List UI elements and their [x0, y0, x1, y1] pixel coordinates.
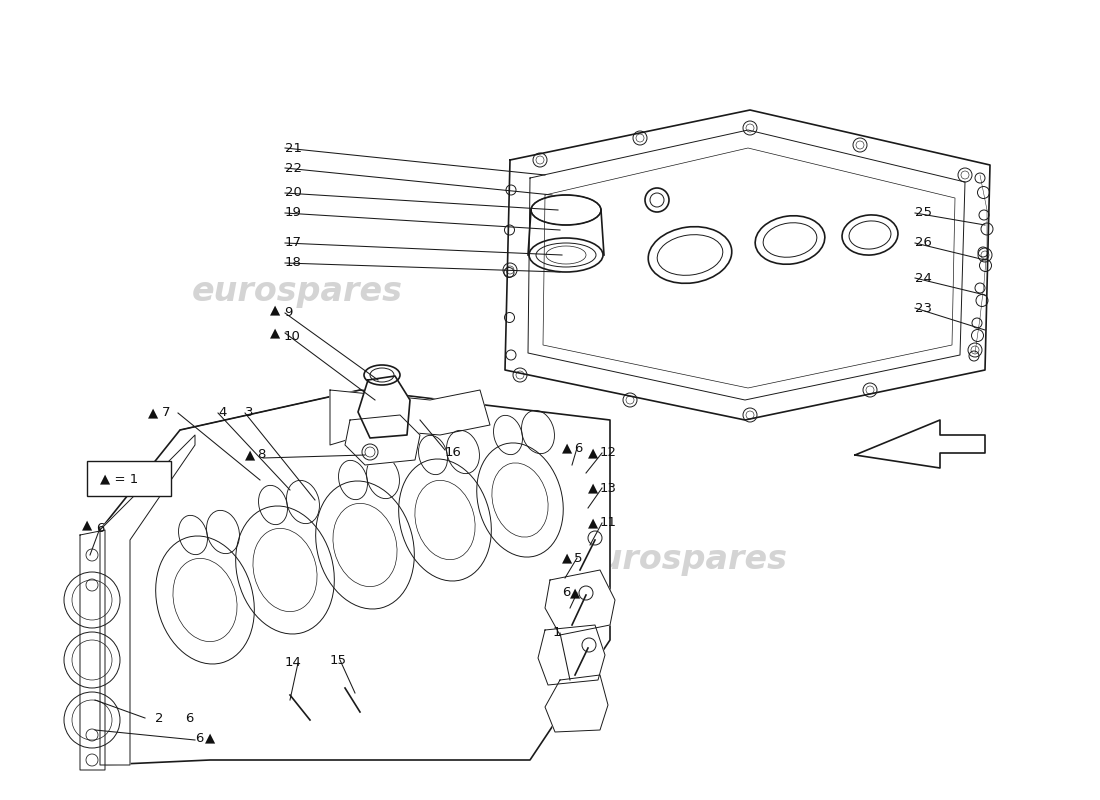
- Text: 6: 6: [96, 522, 104, 534]
- Polygon shape: [528, 130, 965, 400]
- Text: 2: 2: [155, 711, 164, 725]
- Polygon shape: [80, 530, 104, 770]
- Text: 20: 20: [285, 186, 301, 199]
- Text: 9: 9: [284, 306, 293, 319]
- Text: 12: 12: [600, 446, 617, 459]
- Text: 21: 21: [285, 142, 303, 154]
- Polygon shape: [100, 390, 611, 765]
- Text: 6: 6: [574, 442, 582, 454]
- Text: 13: 13: [600, 482, 617, 494]
- Text: 16: 16: [446, 446, 462, 459]
- Text: ▲: ▲: [270, 326, 280, 339]
- Text: eurospares: eurospares: [576, 543, 788, 577]
- Text: 23: 23: [915, 302, 932, 314]
- Text: 19: 19: [285, 206, 301, 219]
- Polygon shape: [330, 390, 490, 445]
- Polygon shape: [100, 435, 195, 765]
- Polygon shape: [538, 625, 605, 685]
- Text: 5: 5: [574, 551, 583, 565]
- Text: ▲: ▲: [588, 482, 598, 494]
- Text: 17: 17: [285, 237, 303, 250]
- Text: 6: 6: [562, 586, 571, 599]
- Polygon shape: [543, 148, 955, 388]
- Text: 15: 15: [330, 654, 346, 666]
- Text: ▲: ▲: [570, 586, 581, 599]
- Text: 22: 22: [285, 162, 303, 174]
- FancyBboxPatch shape: [87, 461, 170, 496]
- Text: 11: 11: [600, 517, 617, 530]
- Text: ▲: ▲: [148, 406, 158, 419]
- Text: 18: 18: [285, 257, 301, 270]
- Text: ▲: ▲: [245, 449, 255, 462]
- Text: 25: 25: [915, 206, 932, 219]
- Text: 6: 6: [195, 731, 204, 745]
- Polygon shape: [358, 376, 410, 438]
- Text: 24: 24: [915, 271, 932, 285]
- Polygon shape: [855, 420, 984, 468]
- Text: ▲: ▲: [588, 517, 598, 530]
- Text: ▲: ▲: [588, 446, 598, 459]
- Text: 1: 1: [553, 626, 561, 639]
- Text: 7: 7: [162, 406, 170, 419]
- Text: 26: 26: [915, 237, 932, 250]
- Text: ▲ = 1: ▲ = 1: [100, 473, 139, 486]
- Text: 8: 8: [257, 449, 265, 462]
- Text: ▲: ▲: [82, 518, 92, 531]
- Polygon shape: [544, 675, 608, 732]
- Text: ▲: ▲: [270, 303, 280, 317]
- Text: 6: 6: [185, 711, 194, 725]
- Text: 10: 10: [284, 330, 301, 342]
- Text: 14: 14: [285, 657, 301, 670]
- Text: 3: 3: [245, 406, 253, 419]
- Text: ▲: ▲: [562, 551, 572, 565]
- Text: eurospares: eurospares: [191, 275, 403, 309]
- Text: ▲: ▲: [562, 442, 572, 454]
- Text: 4: 4: [218, 406, 227, 419]
- Polygon shape: [505, 110, 990, 420]
- Polygon shape: [345, 415, 420, 465]
- Text: ▲: ▲: [205, 731, 216, 745]
- Polygon shape: [544, 570, 615, 635]
